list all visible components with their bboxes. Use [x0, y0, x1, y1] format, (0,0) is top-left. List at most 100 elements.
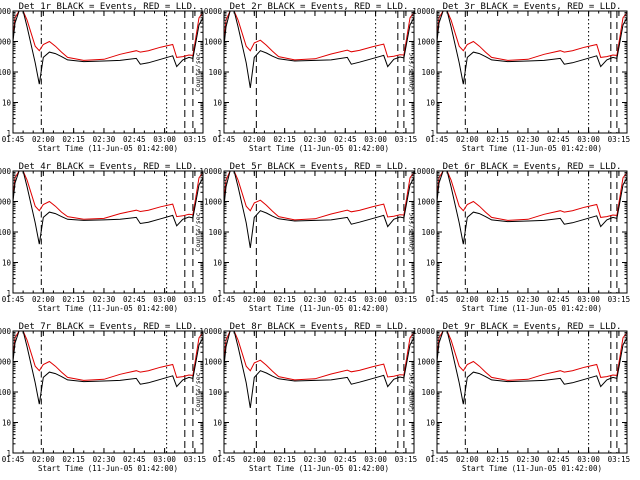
det8-xtick-label: 02:00 — [243, 455, 266, 464]
det5-series-group — [224, 171, 414, 248]
det5-ytick-label: 1000 — [204, 198, 223, 207]
det2-xtick-label: 02:30 — [304, 135, 327, 144]
det6-ytick-label: 1000 — [417, 198, 436, 207]
det9-xtick-label: 02:15 — [486, 455, 509, 464]
det3-xtick-label: 02:00 — [456, 135, 479, 144]
det7-series-events — [13, 331, 203, 405]
det8-xtick-label: 02:30 — [304, 455, 327, 464]
det1-xtick-label: 03:00 — [153, 135, 176, 144]
det3-panel: Det 3r BLACK = Events, RED = LLD. 1 10 100 1… — [407, 2, 630, 153]
det3-xtick-label: 02:45 — [547, 135, 570, 144]
det5-ytick-label: 1 — [217, 289, 222, 298]
det4-xtick-label: 02:15 — [62, 295, 85, 304]
det2-series-lld — [224, 11, 414, 61]
det4-xtick-label: 02:45 — [123, 295, 146, 304]
det2-series-events — [224, 11, 414, 88]
det5-ytick-label: 10 — [213, 259, 223, 268]
det1-panel: Det 1r BLACK = Events, RED = LLD. 1 10 100 1… — [0, 2, 206, 153]
det8-title: Det 8r BLACK = Events, RED = LLD. — [230, 322, 409, 332]
det8-ytick-label: 1 — [217, 449, 222, 458]
det9-series-events — [437, 331, 627, 405]
det7-xtick-label: 03:15 — [184, 455, 207, 464]
det3-xtick-label: 02:30 — [517, 135, 540, 144]
det1-series-lld — [13, 11, 203, 61]
det4-xtick-label: 01:45 — [2, 295, 25, 304]
det4-series-events — [13, 171, 203, 245]
det2-y-axis-label: Counts/sec — [194, 52, 202, 91]
det7-series-lld — [13, 331, 203, 381]
det1-series-group — [13, 11, 203, 85]
det8-panel: Det 8r BLACK = Events, RED = LLD. 1 10 100 1… — [194, 322, 417, 473]
det6-series-events — [437, 171, 627, 245]
det5-ytick-label: 10000 — [199, 167, 222, 176]
det7-ytick-label: 10000 — [0, 327, 11, 336]
det8-xtick-label: 02:15 — [273, 455, 296, 464]
det2-xtick-label: 02:45 — [334, 135, 357, 144]
det3-ytick-label: 10 — [426, 99, 436, 108]
det2-title: Det 2r BLACK = Events, RED = LLD. — [230, 2, 409, 12]
det1-ytick-label: 10 — [2, 99, 12, 108]
det9-xtick-label: 02:00 — [456, 455, 479, 464]
det1-x-axis-label: Start Time (11-Jun-05 01:42:00) — [38, 144, 178, 153]
det7-series-group — [13, 331, 203, 405]
det8-xtick-label: 02:45 — [334, 455, 357, 464]
det9-x-axis-label: Start Time (11-Jun-05 01:42:00) — [462, 464, 602, 473]
det7-panel: Det 7r BLACK = Events, RED = LLD. 1 10 100 1… — [0, 322, 206, 473]
det3-x-axis-label: Start Time (11-Jun-05 01:42:00) — [462, 144, 602, 153]
det3-ytick-label: 10000 — [412, 7, 435, 16]
det7-xtick-label: 02:30 — [93, 455, 116, 464]
det9-series-lld — [437, 331, 627, 381]
det1-ytick-label: 1 — [6, 129, 11, 138]
det9-title: Det 9r BLACK = Events, RED = LLD. — [443, 322, 622, 332]
det1-xtick-label: 03:15 — [184, 135, 207, 144]
det6-title: Det 6r BLACK = Events, RED = LLD. — [443, 162, 622, 172]
det9-xtick-label: 02:30 — [517, 455, 540, 464]
det2-ytick-label: 10 — [213, 99, 223, 108]
det2-series-group — [224, 11, 414, 88]
det2-x-axis-label: Start Time (11-Jun-05 01:42:00) — [249, 144, 389, 153]
det5-series-events — [224, 171, 414, 248]
det7-ytick-label: 1 — [6, 449, 11, 458]
det7-xtick-label: 02:45 — [123, 455, 146, 464]
det2-xtick-label: 03:00 — [364, 135, 387, 144]
det6-panel: Det 6r BLACK = Events, RED = LLD. 1 10 100 1… — [407, 162, 630, 313]
det7-x-axis-label: Start Time (11-Jun-05 01:42:00) — [38, 464, 178, 473]
det5-x-axis-label: Start Time (11-Jun-05 01:42:00) — [249, 304, 389, 313]
det5-xtick-label: 02:45 — [334, 295, 357, 304]
det5-xtick-label: 03:00 — [364, 295, 387, 304]
det6-xtick-label: 02:15 — [486, 295, 509, 304]
det1-xtick-label: 01:45 — [2, 135, 25, 144]
det2-ytick-label: 1000 — [204, 38, 223, 47]
det2-xtick-label: 01:45 — [213, 135, 236, 144]
det3-ytick-label: 1 — [430, 129, 435, 138]
det3-ytick-label: 100 — [421, 68, 435, 77]
det6-series-lld — [437, 171, 627, 221]
det4-xtick-label: 02:00 — [32, 295, 55, 304]
det1-xtick-label: 02:30 — [93, 135, 116, 144]
det2-xtick-label: 02:00 — [243, 135, 266, 144]
det9-xtick-label: 03:00 — [577, 455, 600, 464]
det4-panel: Det 4r BLACK = Events, RED = LLD. 1 10 100 1… — [0, 162, 206, 313]
det3-series-events — [437, 11, 627, 85]
det1-xtick-label: 02:00 — [32, 135, 55, 144]
det4-xtick-label: 02:30 — [93, 295, 116, 304]
det4-series-lld — [13, 171, 203, 220]
det7-xtick-label: 02:15 — [62, 455, 85, 464]
det7-ytick-label: 1000 — [0, 358, 11, 367]
det8-series-events — [224, 331, 414, 408]
det6-xtick-label: 03:15 — [608, 295, 631, 304]
det7-xtick-label: 03:00 — [153, 455, 176, 464]
det8-x-axis-label: Start Time (11-Jun-05 01:42:00) — [249, 464, 389, 473]
det9-ytick-label: 100 — [421, 388, 435, 397]
det8-xtick-label: 03:00 — [364, 455, 387, 464]
det3-y-axis-label: Counts/sec — [407, 52, 415, 91]
det5-ytick-label: 100 — [208, 228, 222, 237]
det9-xtick-label: 03:15 — [608, 455, 631, 464]
det8-ytick-label: 10000 — [199, 327, 222, 336]
det1-xtick-label: 02:15 — [62, 135, 85, 144]
det3-ytick-label: 1000 — [417, 38, 436, 47]
det4-ytick-label: 1 — [6, 289, 11, 298]
det6-xtick-label: 02:00 — [456, 295, 479, 304]
det8-xtick-label: 03:15 — [395, 455, 418, 464]
